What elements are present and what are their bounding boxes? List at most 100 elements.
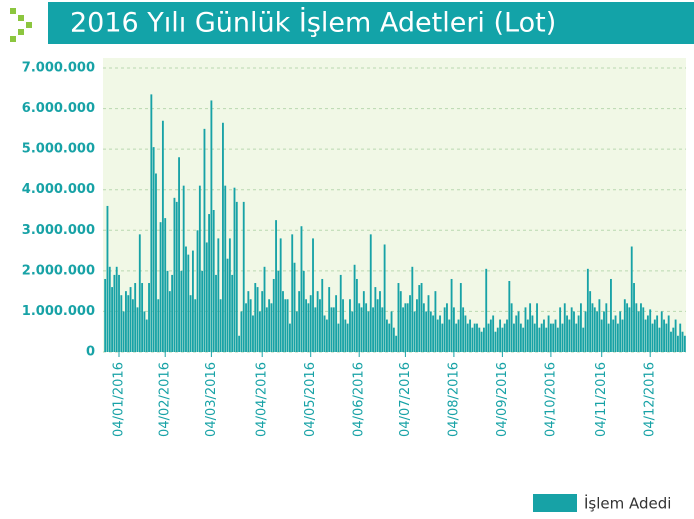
- bar: [499, 319, 502, 352]
- bar: [573, 311, 575, 352]
- bar: [392, 327, 395, 352]
- bar: [416, 299, 418, 352]
- bar: [635, 303, 638, 352]
- bar: [185, 246, 187, 352]
- bar: [374, 287, 377, 352]
- bar: [219, 299, 222, 352]
- bar: [434, 291, 437, 352]
- bar: [508, 281, 511, 352]
- bar: [210, 100, 213, 352]
- bar: [145, 319, 148, 352]
- bar: [203, 128, 206, 352]
- bar: [630, 246, 633, 352]
- bar: [593, 307, 596, 352]
- bar: [436, 319, 439, 352]
- bar: [314, 307, 317, 352]
- bar: [492, 315, 495, 352]
- bar: [339, 274, 342, 352]
- bar: [644, 319, 647, 352]
- bar: [626, 303, 629, 352]
- bar: [358, 303, 361, 352]
- bar: [235, 201, 238, 352]
- bar: [263, 266, 266, 352]
- bar: [552, 323, 555, 352]
- bar: [279, 238, 282, 352]
- bar: [245, 303, 247, 352]
- bar: [111, 287, 114, 352]
- bar: [353, 264, 356, 352]
- bar: [309, 295, 312, 352]
- bar: [150, 94, 153, 352]
- bar: [113, 274, 116, 352]
- bar: [591, 303, 594, 352]
- x-tick-label: 04/02/2016: [158, 362, 173, 437]
- bar: [261, 291, 264, 352]
- bar: [531, 315, 534, 352]
- bar: [679, 323, 682, 352]
- bar: [157, 299, 160, 352]
- bar: [457, 319, 460, 352]
- x-tick-label: 04/10/2016: [543, 362, 558, 437]
- bar: [575, 323, 578, 352]
- bar: [633, 283, 635, 352]
- bar: [376, 299, 379, 352]
- bar: [429, 311, 432, 352]
- bar: [513, 323, 515, 352]
- bar: [561, 323, 564, 352]
- bar: [233, 187, 236, 352]
- bar: [471, 327, 474, 352]
- bar: [155, 173, 157, 352]
- bar: [332, 307, 335, 352]
- bar: [265, 307, 268, 352]
- bar: [623, 299, 626, 352]
- bar: [256, 287, 259, 352]
- bar: [395, 335, 398, 352]
- bar: [325, 319, 328, 352]
- bar: [222, 122, 224, 353]
- x-tick-label: 04/07/2016: [398, 362, 413, 437]
- bar: [566, 315, 568, 352]
- bar: [115, 266, 118, 352]
- bar: [646, 315, 649, 352]
- bar: [201, 270, 204, 352]
- bar: [379, 291, 381, 352]
- bar: [522, 327, 525, 352]
- bar: [480, 331, 483, 352]
- x-tick-label: 04/09/2016: [495, 362, 510, 437]
- bar: [489, 319, 492, 352]
- bar: [383, 244, 386, 352]
- bar: [284, 299, 287, 352]
- bar: [432, 315, 435, 352]
- bar: [136, 307, 139, 352]
- bar: [443, 307, 446, 352]
- bar: [464, 315, 467, 352]
- bar: [180, 270, 183, 352]
- title-bar: [48, 2, 694, 44]
- bar: [441, 323, 444, 352]
- bar: [302, 270, 305, 352]
- bar: [533, 323, 536, 352]
- bar: [683, 335, 686, 352]
- bar: [517, 311, 520, 352]
- bar: [187, 254, 190, 352]
- bar: [168, 291, 171, 352]
- bar: [171, 274, 174, 352]
- bar: [496, 327, 499, 352]
- bar: [681, 331, 684, 352]
- bar: [381, 307, 384, 352]
- bar: [365, 303, 368, 352]
- bar: [346, 323, 349, 352]
- bar: [660, 311, 663, 352]
- bar: [125, 291, 127, 352]
- bar: [166, 270, 169, 352]
- bar: [519, 323, 522, 352]
- x-tick-label: 04/03/2016: [204, 362, 219, 437]
- bar: [323, 315, 326, 352]
- bar: [238, 335, 241, 352]
- bar: [372, 307, 374, 352]
- bar: [406, 303, 409, 352]
- bar: [529, 303, 532, 352]
- bar: [584, 311, 587, 352]
- bar: [422, 303, 425, 352]
- bar: [335, 295, 338, 352]
